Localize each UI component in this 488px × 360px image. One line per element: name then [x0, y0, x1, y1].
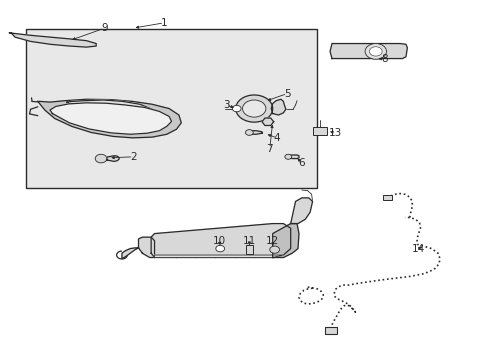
Polygon shape — [122, 248, 138, 258]
Polygon shape — [272, 224, 298, 257]
Polygon shape — [38, 99, 181, 138]
Circle shape — [285, 154, 291, 159]
Circle shape — [232, 105, 241, 112]
Text: 5: 5 — [284, 89, 290, 99]
Circle shape — [269, 246, 279, 253]
Text: 4: 4 — [273, 133, 280, 143]
Polygon shape — [9, 33, 96, 47]
Text: 12: 12 — [265, 236, 279, 246]
Text: 1: 1 — [161, 18, 167, 28]
Text: 8: 8 — [381, 54, 387, 64]
Text: 6: 6 — [298, 158, 305, 168]
Bar — [324, 327, 336, 334]
Circle shape — [95, 154, 107, 163]
Polygon shape — [151, 224, 290, 257]
Circle shape — [369, 47, 381, 56]
Polygon shape — [249, 131, 262, 134]
Polygon shape — [50, 103, 171, 134]
Text: 9: 9 — [101, 23, 107, 33]
Text: 3: 3 — [222, 100, 229, 110]
Text: 14: 14 — [411, 244, 425, 253]
Bar — [312, 127, 326, 135]
Text: 7: 7 — [266, 144, 272, 154]
Polygon shape — [271, 99, 285, 115]
Polygon shape — [154, 255, 283, 257]
Bar — [26, 29, 317, 188]
Bar — [245, 245, 253, 254]
Text: 2: 2 — [130, 152, 137, 162]
Circle shape — [215, 246, 224, 252]
Polygon shape — [290, 198, 312, 224]
Circle shape — [365, 44, 386, 59]
Polygon shape — [67, 100, 154, 120]
Circle shape — [245, 130, 253, 135]
Polygon shape — [329, 44, 407, 59]
Polygon shape — [287, 155, 298, 158]
Bar — [382, 195, 391, 200]
Polygon shape — [138, 237, 154, 257]
Circle shape — [242, 100, 265, 117]
Text: 11: 11 — [242, 236, 255, 246]
Text: 13: 13 — [328, 128, 342, 138]
Text: 10: 10 — [212, 236, 225, 246]
Polygon shape — [107, 156, 119, 161]
Polygon shape — [262, 118, 273, 126]
